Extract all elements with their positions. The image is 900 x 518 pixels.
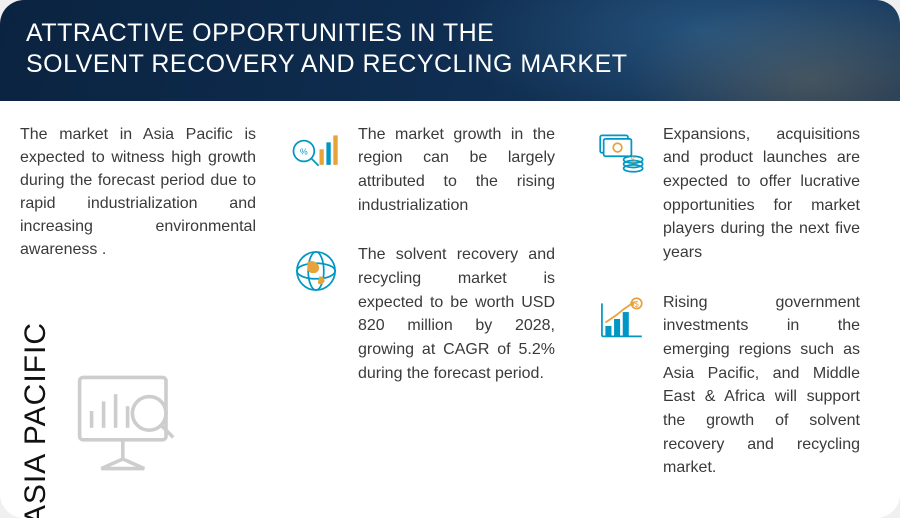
body-grid: The market in Asia Pacific is expected t… <box>0 101 900 518</box>
globe-icon <box>290 245 342 297</box>
growth-bars-icon: $ <box>595 293 647 345</box>
item-expansions: $ Expansions, acquisitions and product l… <box>595 123 860 265</box>
region-label: ASIA PACIFIC <box>20 322 52 518</box>
page-title: ATTRACTIVE OPPORTUNITIES IN THE SOLVENT … <box>26 18 874 81</box>
item-investments: $ Rising government investments in the e… <box>595 291 860 480</box>
analytics-icon: % <box>290 125 342 177</box>
item-forecast: The solvent recovery and recycling marke… <box>290 243 555 385</box>
title-line-1: ATTRACTIVE OPPORTUNITIES IN THE <box>26 19 494 47</box>
region-block: ASIA PACIFIC <box>20 322 256 518</box>
item-forecast-text: The solvent recovery and recycling marke… <box>358 243 555 385</box>
item-investments-text: Rising government investments in the eme… <box>663 291 860 480</box>
svg-text:%: % <box>300 146 308 156</box>
title-line-2: SOLVENT RECOVERY AND RECYCLING MARKET <box>26 50 628 78</box>
svg-text:$: $ <box>634 299 639 308</box>
intro-text: The market in Asia Pacific is expected t… <box>20 123 256 262</box>
item-expansions-text: Expansions, acquisitions and product lau… <box>663 123 860 265</box>
header: ATTRACTIVE OPPORTUNITIES IN THE SOLVENT … <box>0 0 900 101</box>
presentation-chart-icon <box>70 363 190 483</box>
middle-column: % The market growth in the region can be… <box>270 123 575 518</box>
item-growth: % The market growth in the region can be… <box>290 123 555 218</box>
left-column: The market in Asia Pacific is expected t… <box>20 123 270 518</box>
item-growth-text: The market growth in the region can be l… <box>358 123 555 218</box>
infographic-container: ATTRACTIVE OPPORTUNITIES IN THE SOLVENT … <box>0 0 900 518</box>
right-column: $ Expansions, acquisitions and product l… <box>575 123 880 518</box>
money-icon: $ <box>595 125 647 177</box>
svg-text:$: $ <box>631 154 636 164</box>
